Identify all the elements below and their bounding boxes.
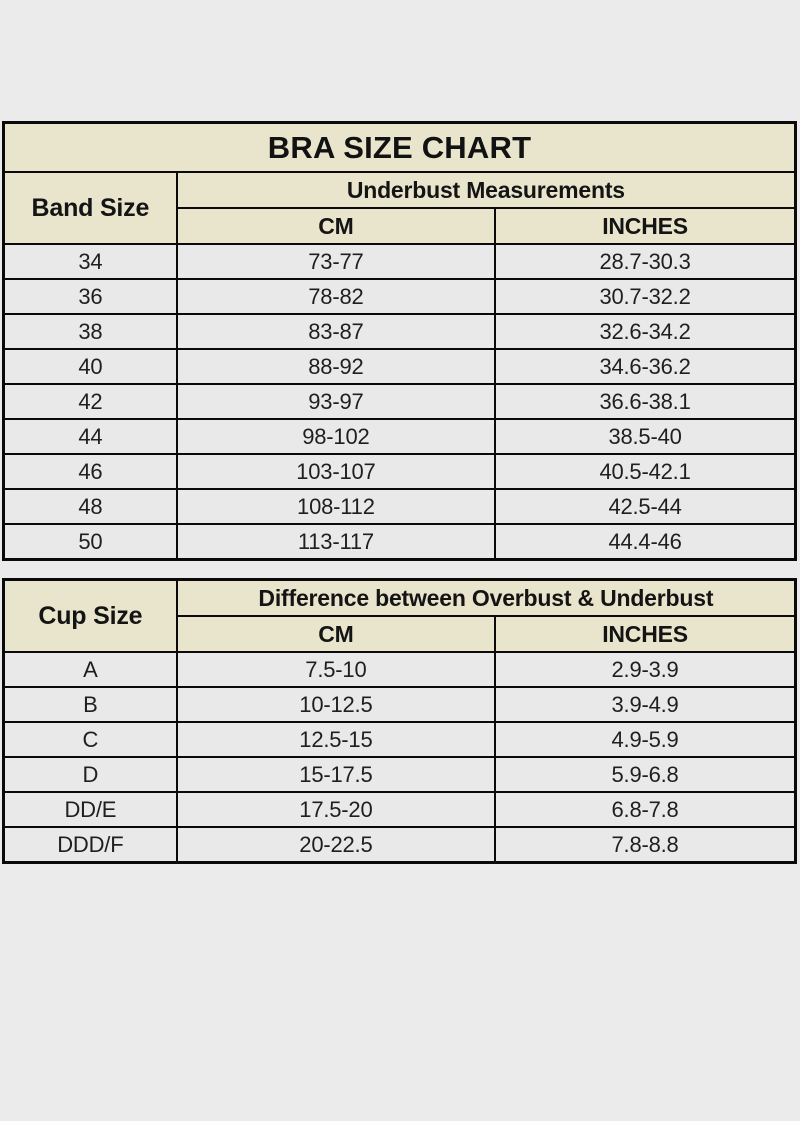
cup-size-header: Cup Size bbox=[2, 578, 178, 653]
page-title: BRA SIZE CHART bbox=[2, 121, 797, 173]
table-row: 34 73-77 28.7-30.3 bbox=[2, 243, 797, 280]
cup-header-row: Cup Size Difference between Overbust & U… bbox=[2, 578, 797, 653]
table-row: C 12.5-15 4.9-5.9 bbox=[2, 721, 797, 758]
band-size-cell: 40 bbox=[2, 348, 178, 385]
band-size-table: BRA SIZE CHART Band Size Underbust Measu… bbox=[2, 121, 797, 561]
inches-cell: 5.9-6.8 bbox=[494, 756, 797, 793]
table-row: DDD/F 20-22.5 7.8-8.8 bbox=[2, 826, 797, 864]
table-row: 36 78-82 30.7-32.2 bbox=[2, 278, 797, 315]
table-row: D 15-17.5 5.9-6.8 bbox=[2, 756, 797, 793]
cm-cell: 98-102 bbox=[175, 418, 497, 455]
band-size-cell: 42 bbox=[2, 383, 178, 420]
cm-cell: 103-107 bbox=[175, 453, 497, 490]
band-size-header: Band Size bbox=[2, 171, 178, 245]
cm-cell: 108-112 bbox=[175, 488, 497, 525]
table-row: B 10-12.5 3.9-4.9 bbox=[2, 686, 797, 723]
band-header-row: Band Size Underbust Measurements bbox=[2, 171, 797, 245]
band-size-cell: 46 bbox=[2, 453, 178, 490]
cm-cell: 10-12.5 bbox=[175, 686, 497, 723]
inches-cell: 36.6-38.1 bbox=[494, 383, 797, 420]
table-row: A 7.5-10 2.9-3.9 bbox=[2, 651, 797, 688]
band-size-cell: 36 bbox=[2, 278, 178, 315]
inches-cell: 34.6-36.2 bbox=[494, 348, 797, 385]
band-subheader-row: CM INCHES bbox=[4, 207, 797, 245]
band-size-cell: 38 bbox=[2, 313, 178, 350]
cup-size-cell: D bbox=[2, 756, 178, 793]
table-row: 44 98-102 38.5-40 bbox=[2, 418, 797, 455]
cup-inches-column-header: INCHES bbox=[494, 615, 797, 653]
inches-cell: 40.5-42.1 bbox=[494, 453, 797, 490]
cm-cell: 113-117 bbox=[175, 523, 497, 561]
inches-cell: 28.7-30.3 bbox=[494, 243, 797, 280]
table-row: 38 83-87 32.6-34.2 bbox=[2, 313, 797, 350]
table-row: 50 113-117 44.4-46 bbox=[2, 523, 797, 561]
inches-cell: 6.8-7.8 bbox=[494, 791, 797, 828]
table-title-row: BRA SIZE CHART bbox=[2, 121, 797, 173]
cm-cell: 17.5-20 bbox=[175, 791, 497, 828]
cm-cell: 88-92 bbox=[175, 348, 497, 385]
cm-cell: 83-87 bbox=[175, 313, 497, 350]
cup-size-cell: C bbox=[2, 721, 178, 758]
inches-cell: 38.5-40 bbox=[494, 418, 797, 455]
table-row: 40 88-92 34.6-36.2 bbox=[2, 348, 797, 385]
cm-cell: 73-77 bbox=[175, 243, 497, 280]
band-size-cell: 48 bbox=[2, 488, 178, 525]
table-row: 48 108-112 42.5-44 bbox=[2, 488, 797, 525]
cup-cm-column-header: CM bbox=[175, 615, 497, 653]
cup-size-table: Cup Size Difference between Overbust & U… bbox=[2, 578, 797, 864]
inches-cell: 32.6-34.2 bbox=[494, 313, 797, 350]
cm-cell: 20-22.5 bbox=[175, 826, 497, 864]
inches-cell: 44.4-46 bbox=[494, 523, 797, 561]
inches-cell: 4.9-5.9 bbox=[494, 721, 797, 758]
cm-cell: 12.5-15 bbox=[175, 721, 497, 758]
cup-size-cell: B bbox=[2, 686, 178, 723]
cup-subheader-row: CM INCHES bbox=[4, 615, 797, 653]
table-row: 46 103-107 40.5-42.1 bbox=[2, 453, 797, 490]
table-row: 42 93-97 36.6-38.1 bbox=[2, 383, 797, 420]
cup-size-cell: DDD/F bbox=[2, 826, 178, 864]
band-size-cell: 50 bbox=[2, 523, 178, 561]
band-inches-column-header: INCHES bbox=[494, 207, 797, 245]
cm-cell: 15-17.5 bbox=[175, 756, 497, 793]
cup-size-cell: DD/E bbox=[2, 791, 178, 828]
inches-cell: 30.7-32.2 bbox=[494, 278, 797, 315]
difference-header: Difference between Overbust & Underbust bbox=[175, 578, 797, 617]
cm-cell: 78-82 bbox=[175, 278, 497, 315]
cm-cell: 93-97 bbox=[175, 383, 497, 420]
cup-size-cell: A bbox=[2, 651, 178, 688]
underbust-measurements-header: Underbust Measurements bbox=[175, 171, 797, 209]
inches-cell: 2.9-3.9 bbox=[494, 651, 797, 688]
cm-cell: 7.5-10 bbox=[175, 651, 497, 688]
table-row: DD/E 17.5-20 6.8-7.8 bbox=[2, 791, 797, 828]
band-cm-column-header: CM bbox=[175, 207, 497, 245]
inches-cell: 3.9-4.9 bbox=[494, 686, 797, 723]
inches-cell: 42.5-44 bbox=[494, 488, 797, 525]
band-size-cell: 44 bbox=[2, 418, 178, 455]
band-size-cell: 34 bbox=[2, 243, 178, 280]
inches-cell: 7.8-8.8 bbox=[494, 826, 797, 864]
